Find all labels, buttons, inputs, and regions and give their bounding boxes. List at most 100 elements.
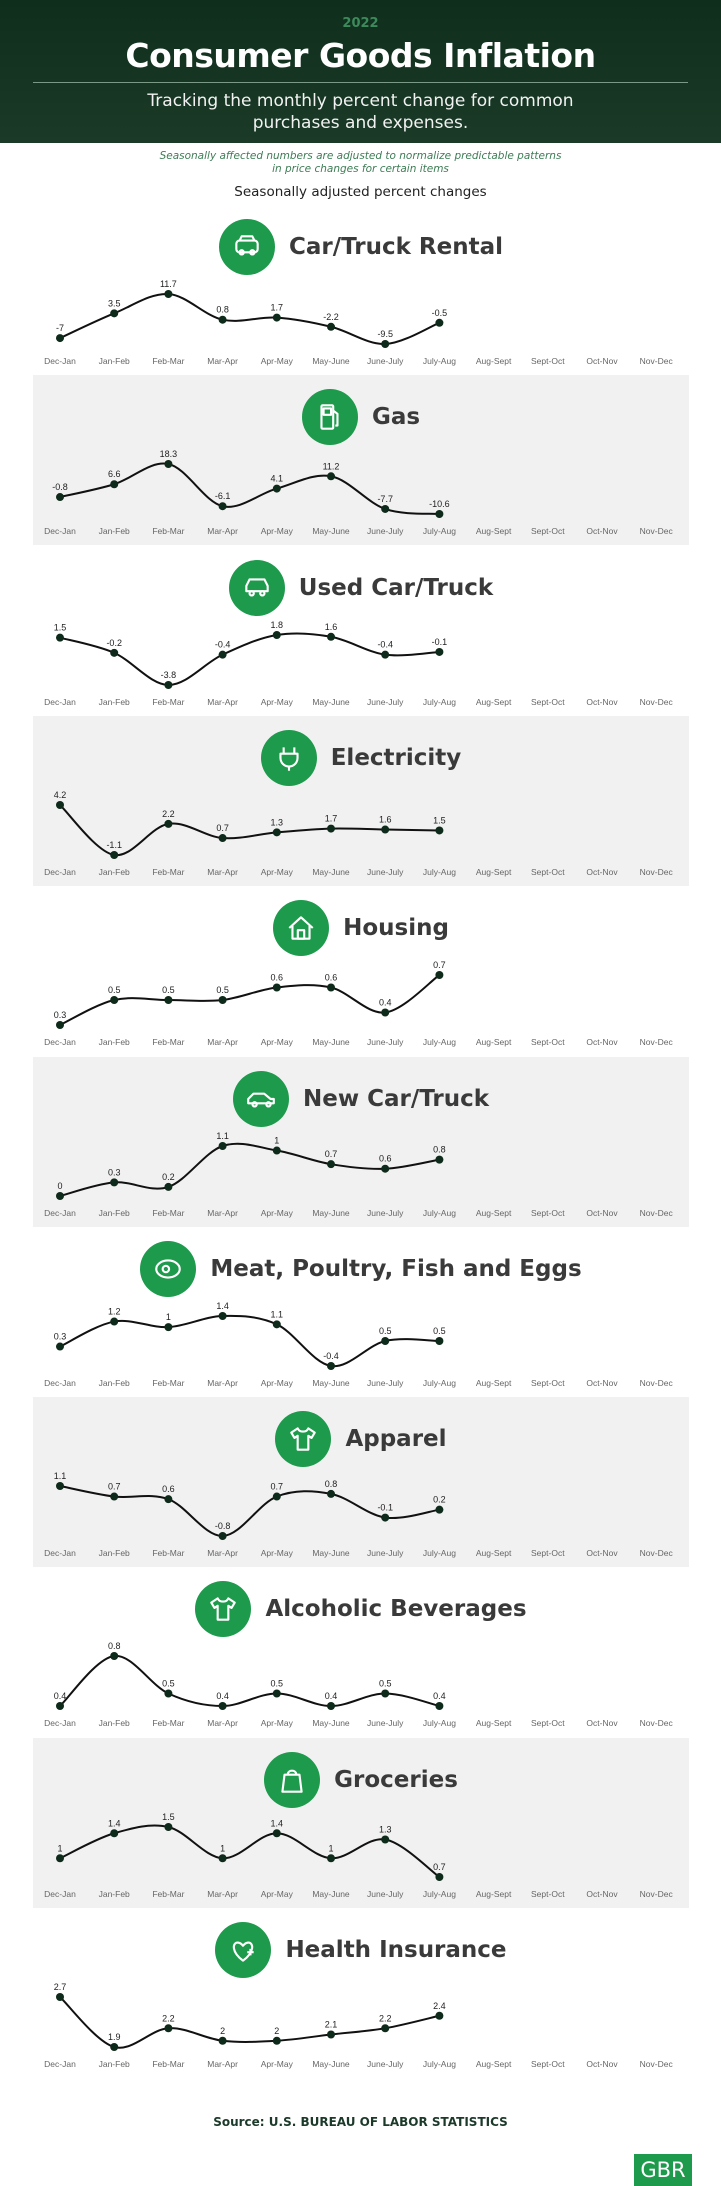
data-label: 2.2 xyxy=(162,809,175,819)
line-chart: 1.1 0.7 0.6 -0.8 0.7 0.8 -0.1 0.2 Dec-Jan Jan-Feb… xyxy=(44,1471,673,1558)
data-label: 0.4 xyxy=(325,1691,338,1701)
x-tick-label: Oct-Nov xyxy=(586,1208,618,1218)
data-point xyxy=(110,2043,119,2051)
data-point xyxy=(164,1322,173,1331)
heart-plus-icon xyxy=(215,1922,272,1978)
steak-icon xyxy=(140,1240,197,1297)
data-point xyxy=(164,2024,173,2033)
x-tick-label: Apr-May xyxy=(261,697,294,707)
data-point xyxy=(272,1689,281,1698)
line-chart: -7 3.5 11.7 0.8 1.7 -2.2 -9.5 -0.5 Dec-Jan Jan-Fe… xyxy=(44,279,673,366)
data-label: 1.4 xyxy=(216,1301,229,1311)
data-label: 1.7 xyxy=(325,813,338,823)
data-point xyxy=(272,1320,281,1329)
x-tick-label: Dec-Jan xyxy=(44,2059,76,2069)
data-label: 1.4 xyxy=(271,1818,284,1828)
data-label: 0.3 xyxy=(54,1331,67,1341)
shirt-icon xyxy=(275,1411,332,1468)
data-point xyxy=(218,650,227,659)
chart-section-meat-poultry-fish-and-eggs: Meat, Poultry, Fish and Eggs 0.3 1.2 1 1.4 1.… xyxy=(33,1227,689,1397)
x-tick-label: Aug-Sept xyxy=(476,2059,512,2069)
data-label: 0.8 xyxy=(108,1641,121,1651)
x-tick-label: June-July xyxy=(367,356,404,366)
data-point xyxy=(435,1872,444,1881)
data-label: 1.3 xyxy=(271,817,284,827)
data-point xyxy=(381,825,390,834)
line-chart: 0 0.3 0.2 1.1 1 0.7 0.6 0.8 Dec-Jan Jan-Feb Feb-Ma… xyxy=(44,1131,673,1218)
data-label: 4.2 xyxy=(54,790,67,800)
x-tick-label: July-Aug xyxy=(423,1208,456,1218)
data-label: 0.6 xyxy=(271,973,284,983)
data-label: 1.5 xyxy=(54,622,67,632)
x-tick-label: Sept-Oct xyxy=(531,526,565,536)
data-point xyxy=(327,824,335,833)
data-label: 0.5 xyxy=(108,985,121,995)
data-point xyxy=(381,1513,390,1522)
x-tick-label: Apr-May xyxy=(261,356,294,366)
data-label: 0.2 xyxy=(162,1171,175,1181)
data-label: -6.1 xyxy=(215,492,231,502)
data-label: 1 xyxy=(220,1843,225,1853)
data-point xyxy=(435,1702,444,1711)
x-tick-label: Oct-Nov xyxy=(586,867,618,877)
data-label: 0.4 xyxy=(54,1691,67,1701)
data-label: -0.2 xyxy=(106,637,122,647)
seasonal-note: Seasonally affected numbers are adjusted… xyxy=(0,150,721,176)
section-title: Health Insurance xyxy=(285,1937,507,1963)
chart-section-housing: Housing 0.3 0.5 0.5 0.5 0.6 0.6 0.4 0.7 Dec-Jan Ja… xyxy=(33,886,689,1056)
data-label: -10.6 xyxy=(429,499,450,509)
x-tick-label: Nov-Dec xyxy=(640,697,674,707)
chart-section-used-car-truck: Used Car/Truck 1.5 -0.2 -3.8 -0.4 1.8 1.6 -0.4 -… xyxy=(33,546,689,716)
data-point xyxy=(218,2036,227,2045)
data-point xyxy=(110,1177,119,1186)
data-point xyxy=(327,983,335,992)
note-line: in price changes for certain items xyxy=(272,163,449,175)
data-label: 1.5 xyxy=(162,1812,175,1822)
x-tick-label: Apr-May xyxy=(261,526,294,536)
data-label: 0.3 xyxy=(54,1010,67,1020)
x-tick-label: Sept-Oct xyxy=(531,1037,565,1047)
x-tick-label: Apr-May xyxy=(261,2059,294,2069)
data-label: 11.7 xyxy=(160,279,177,289)
data-label: 2 xyxy=(274,2026,279,2036)
data-label: 0.7 xyxy=(271,1482,284,1492)
data-point xyxy=(56,334,64,343)
data-point xyxy=(164,1495,173,1504)
section-title: Car/Truck Rental xyxy=(288,234,504,260)
x-tick-label: Jan-Feb xyxy=(99,2059,130,2069)
car-icon xyxy=(228,559,285,616)
data-point xyxy=(218,1702,227,1711)
x-tick-label: June-July xyxy=(367,1037,404,1047)
x-tick-label: Feb-Mar xyxy=(152,1548,184,1558)
line-chart: 0.3 0.5 0.5 0.5 0.6 0.6 0.4 0.7 Dec-Jan Jan-Feb Fe… xyxy=(44,960,673,1047)
data-label: 0.6 xyxy=(162,1484,175,1494)
x-tick-label: Dec-Jan xyxy=(44,1208,76,1218)
x-tick-label: July-Aug xyxy=(423,1548,456,1558)
data-label: 1.1 xyxy=(216,1131,229,1141)
data-point xyxy=(164,819,173,828)
section-title: Used Car/Truck xyxy=(298,574,494,601)
x-tick-label: Mar-Apr xyxy=(207,2059,238,2069)
gbr-logo: GBR xyxy=(634,2154,692,2186)
section-header: Apparel xyxy=(33,1411,689,1468)
chart-section-apparel: Apparel 1.1 0.7 0.6 -0.8 0.7 0.8 -0.1 0.2 Dec-Jan… xyxy=(33,1397,689,1568)
header-banner: 2022 Consumer Goods Inflation Tracking t… xyxy=(0,0,721,143)
x-tick-label: Mar-Apr xyxy=(207,1718,238,1728)
x-tick-label: May-June xyxy=(312,1208,350,1218)
line-chart: 1 1.4 1.5 1 1.4 1 1.3 0.7 Dec-Jan Jan-Feb Feb-Mar M… xyxy=(44,1812,673,1899)
data-point xyxy=(218,996,227,1005)
data-label: 0.5 xyxy=(379,1679,392,1689)
data-point xyxy=(381,340,390,348)
data-point xyxy=(56,800,64,809)
x-tick-label: May-June xyxy=(312,697,350,707)
x-tick-label: May-June xyxy=(312,526,350,536)
data-label: 1.6 xyxy=(379,814,392,824)
x-tick-label: June-July xyxy=(367,867,404,877)
data-label: 1.8 xyxy=(271,620,284,630)
section-header: Gas xyxy=(33,389,689,446)
data-point xyxy=(381,1008,390,1017)
x-tick-label: Oct-Nov xyxy=(586,526,618,536)
data-label: 1.6 xyxy=(325,621,338,631)
x-tick-label: Dec-Jan xyxy=(44,356,76,366)
x-tick-label: Sept-Oct xyxy=(531,2059,565,2069)
